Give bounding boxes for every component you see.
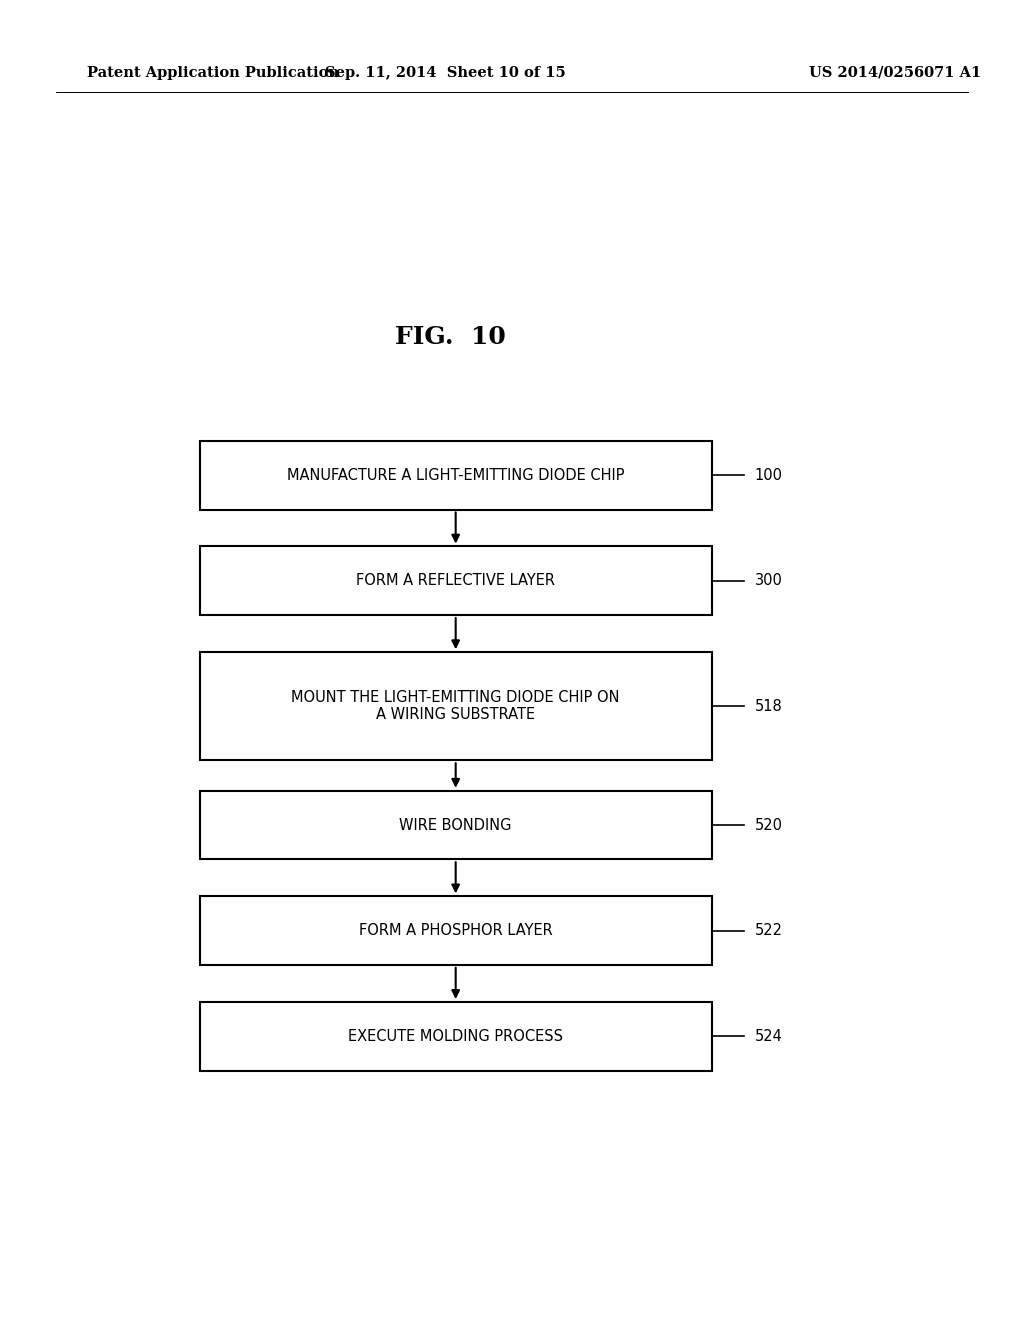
Bar bbox=[200, 896, 712, 965]
Text: 518: 518 bbox=[755, 698, 782, 714]
Bar bbox=[200, 791, 712, 859]
Bar bbox=[200, 652, 712, 760]
Text: FORM A PHOSPHOR LAYER: FORM A PHOSPHOR LAYER bbox=[358, 923, 553, 939]
Bar bbox=[200, 546, 712, 615]
Text: FIG.  10: FIG. 10 bbox=[395, 325, 506, 348]
Text: MANUFACTURE A LIGHT-EMITTING DIODE CHIP: MANUFACTURE A LIGHT-EMITTING DIODE CHIP bbox=[287, 467, 625, 483]
Text: MOUNT THE LIGHT-EMITTING DIODE CHIP ON
A WIRING SUBSTRATE: MOUNT THE LIGHT-EMITTING DIODE CHIP ON A… bbox=[292, 690, 620, 722]
Text: 524: 524 bbox=[755, 1028, 782, 1044]
Text: EXECUTE MOLDING PROCESS: EXECUTE MOLDING PROCESS bbox=[348, 1028, 563, 1044]
Text: 522: 522 bbox=[755, 923, 782, 939]
Bar bbox=[200, 1002, 712, 1071]
Text: WIRE BONDING: WIRE BONDING bbox=[399, 817, 512, 833]
Text: FORM A REFLECTIVE LAYER: FORM A REFLECTIVE LAYER bbox=[356, 573, 555, 589]
Text: Patent Application Publication: Patent Application Publication bbox=[87, 66, 339, 79]
Text: US 2014/0256071 A1: US 2014/0256071 A1 bbox=[809, 66, 981, 79]
Text: 100: 100 bbox=[755, 467, 782, 483]
Text: 300: 300 bbox=[755, 573, 782, 589]
Bar bbox=[200, 441, 712, 510]
Text: 520: 520 bbox=[755, 817, 782, 833]
Text: Sep. 11, 2014  Sheet 10 of 15: Sep. 11, 2014 Sheet 10 of 15 bbox=[325, 66, 566, 79]
